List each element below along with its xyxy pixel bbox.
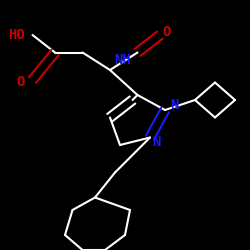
Text: N: N bbox=[170, 98, 178, 112]
Text: NH: NH bbox=[114, 53, 131, 67]
Text: HO: HO bbox=[8, 28, 25, 42]
Text: O: O bbox=[162, 26, 171, 40]
Text: O: O bbox=[16, 76, 25, 90]
Text: N: N bbox=[152, 136, 161, 149]
